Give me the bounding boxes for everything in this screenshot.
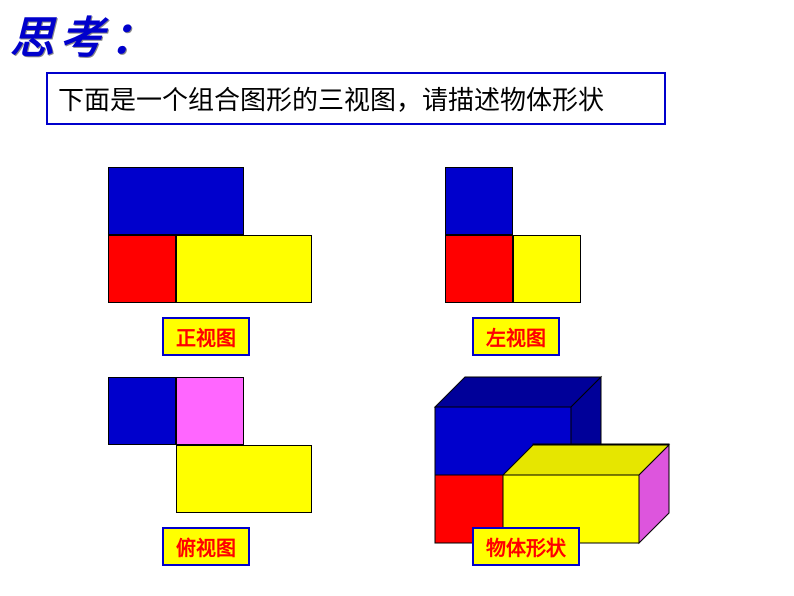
block: [445, 167, 513, 235]
label-object-text: 物体形状: [486, 538, 566, 560]
question-text: 下面是一个组合图形的三视图，请描述物体形状: [58, 86, 604, 115]
label-top: 俯视图: [162, 527, 250, 566]
block: [445, 235, 513, 303]
block: [176, 235, 312, 303]
block: [108, 377, 176, 445]
label-front: 正视图: [162, 317, 250, 356]
question-box: 下面是一个组合图形的三视图，请描述物体形状: [46, 72, 666, 125]
label-top-text: 俯视图: [176, 538, 236, 560]
block: [108, 235, 176, 303]
block: [176, 445, 312, 513]
title-text: 思考：: [10, 14, 160, 63]
back-edge: [533, 444, 669, 445]
block: [513, 235, 581, 303]
block: [108, 167, 244, 235]
label-side-text: 左视图: [486, 328, 546, 350]
label-front-text: 正视图: [176, 328, 236, 350]
block: [176, 377, 244, 445]
label-object: 物体形状: [472, 527, 580, 566]
page-title: 思考：: [10, 2, 160, 66]
label-side: 左视图: [472, 317, 560, 356]
